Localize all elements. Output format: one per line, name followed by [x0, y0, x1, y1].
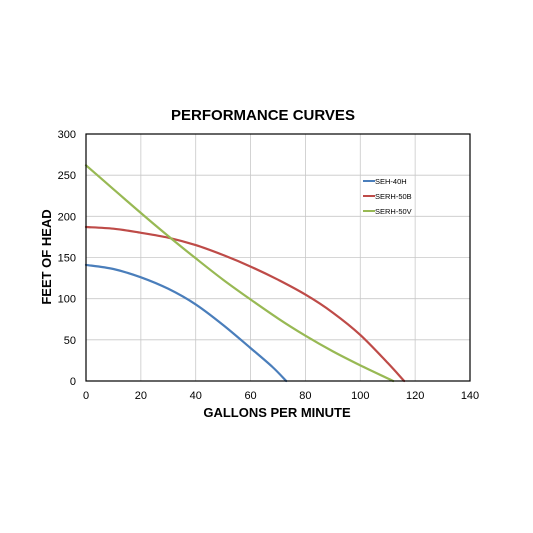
- x-tick-label: 60: [244, 390, 256, 402]
- y-tick-label: 100: [58, 294, 76, 306]
- legend-label-serh-50v: SERH-50V: [375, 207, 412, 216]
- y-tick-label: 200: [58, 211, 76, 223]
- x-tick-label: 80: [299, 390, 311, 402]
- legend-label-seh-40h: SEH-40H: [375, 177, 407, 186]
- y-axis-title: FEET OF HEAD: [39, 209, 54, 304]
- chart-title: PERFORMANCE CURVES: [171, 107, 355, 124]
- x-tick-label: 0: [83, 390, 89, 402]
- y-tick-label: 150: [58, 253, 76, 265]
- x-tick-label: 20: [135, 390, 147, 402]
- x-tick-label: 140: [461, 390, 479, 402]
- plot-area-frame: [85, 133, 471, 382]
- x-tick-label: 100: [351, 390, 369, 402]
- series-line-serh-50b: [84, 225, 406, 383]
- series-lines: [84, 164, 406, 383]
- legend: SEH-40H SERH-50B SERH-50V: [363, 177, 412, 216]
- x-tick-label: 120: [406, 390, 424, 402]
- y-tick-label: 0: [70, 376, 76, 388]
- y-tick-label: 50: [64, 335, 76, 347]
- grid: [86, 134, 470, 381]
- x-axis-title: GALLONS PER MINUTE: [203, 405, 351, 420]
- series-line-serh-50v: [84, 164, 395, 383]
- y-tick-label: 250: [58, 170, 76, 182]
- series-line-seh-40h: [84, 263, 288, 383]
- legend-label-serh-50b: SERH-50B: [375, 192, 412, 201]
- tick-labels: 0 20 40 60 80 100 120 140 0 50 100 150 200 250 300: [58, 129, 480, 402]
- y-tick-label: 300: [58, 129, 76, 141]
- x-tick-label: 40: [190, 390, 202, 402]
